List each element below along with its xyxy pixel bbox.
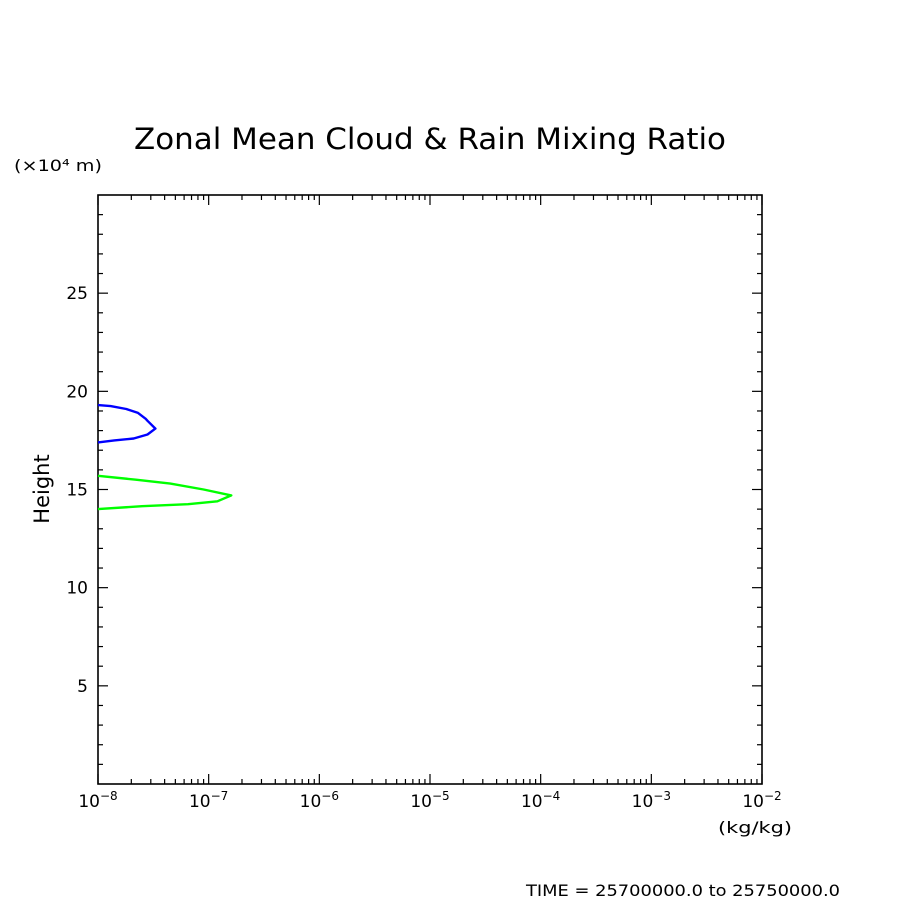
chart-title: Zonal Mean Cloud & Rain Mixing Ratio <box>134 122 726 156</box>
x-tick-label: 10−3 <box>632 789 671 812</box>
x-tick-label: 10−8 <box>78 789 117 812</box>
x-tick-label: 10−4 <box>521 789 560 812</box>
time-range-label: TIME = 25700000.0 to 25750000.0 <box>525 881 840 900</box>
y-axis-label: Height <box>30 454 54 523</box>
series-line-2 <box>97 474 233 511</box>
y-axis-unit: (×10⁴ m) <box>14 156 102 175</box>
x-tick-labels: 10−8 10−7 10−6 10−5 10−4 10−3 10−2 <box>78 789 781 812</box>
x-tick-label: 10−2 <box>742 789 781 812</box>
y-tick-label: 5 <box>77 677 88 697</box>
x-tick-label: 10−6 <box>300 789 339 812</box>
y-tick-label: 25 <box>66 284 88 304</box>
x-axis-unit: (kg/kg) <box>718 818 792 837</box>
data-series <box>97 403 233 511</box>
y-tick-label: 15 <box>66 481 88 501</box>
y-tick-label: 10 <box>66 579 88 599</box>
axis-ticks <box>97 195 763 784</box>
x-tick-label: 10−7 <box>189 789 228 812</box>
y-tick-label: 20 <box>66 382 88 402</box>
y-tick-labels: 5 10 15 20 25 <box>66 284 88 697</box>
series-line-1 <box>97 403 157 444</box>
x-tick-label: 10−5 <box>410 789 449 812</box>
